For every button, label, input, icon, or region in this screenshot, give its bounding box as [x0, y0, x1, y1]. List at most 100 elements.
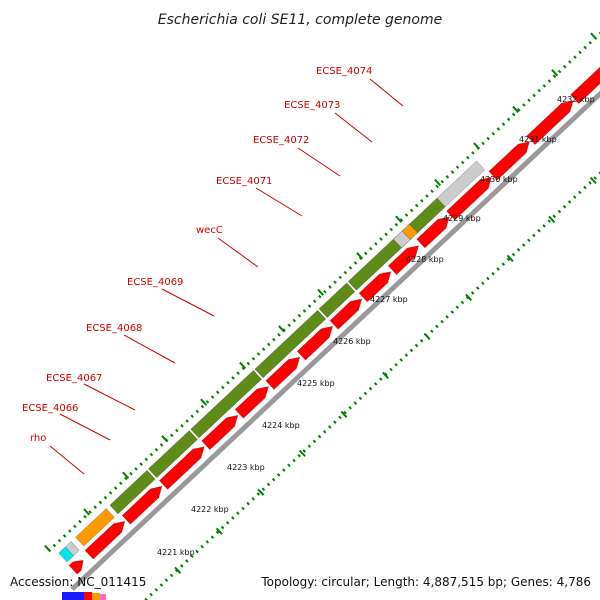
inner-tick	[282, 468, 286, 472]
inner-tick	[328, 425, 332, 429]
outer-tick	[379, 237, 383, 241]
tick-label-4222: 4222 kbp	[191, 505, 229, 514]
tick-label-4227: 4227 kbp	[370, 295, 408, 304]
inner-tick	[292, 458, 296, 463]
inner-tick	[297, 453, 301, 458]
gene-label-ecse-4071[interactable]: ECSE_4071	[216, 176, 272, 187]
inner-tick	[251, 497, 255, 501]
gene-label-rho[interactable]: rho	[30, 433, 46, 444]
backbone-bar	[70, 90, 600, 591]
gene-label-wecc[interactable]: wecC	[196, 225, 223, 236]
label-leader-10	[369, 78, 404, 107]
outer-tick	[374, 242, 378, 246]
inner-tick	[506, 257, 511, 262]
outer-tick	[445, 175, 450, 179]
tick-label-4230: 4230 kbp	[480, 175, 518, 184]
gene-label-ecse-4073[interactable]: ECSE_4073	[284, 100, 340, 111]
outer-tick	[307, 304, 312, 308]
outer-major-tick	[512, 105, 520, 113]
outer-tick	[430, 189, 434, 193]
outer-major-tick	[239, 361, 247, 370]
inner-tick	[440, 319, 444, 324]
inner-tick	[180, 564, 184, 568]
inner-tick	[261, 487, 266, 492]
outer-tick	[328, 285, 332, 289]
outer-tick	[78, 519, 82, 524]
outer-tick	[552, 74, 557, 79]
outer-tick	[175, 428, 179, 433]
outer-tick	[139, 462, 143, 466]
outer-tick	[466, 155, 470, 160]
outer-major-tick	[122, 471, 130, 479]
outer-tick	[323, 289, 327, 294]
inner-tick	[205, 540, 210, 544]
reverse-gene-block-4	[158, 446, 205, 490]
outer-tick	[333, 280, 337, 284]
tick-label-4226: 4226 kbp	[333, 337, 371, 346]
label-leader-4	[123, 334, 176, 364]
outer-major-tick	[473, 142, 481, 150]
outer-tick	[562, 64, 567, 69]
outer-tick	[348, 266, 353, 270]
gene-label-ecse-4068[interactable]: ECSE_4068	[86, 323, 142, 334]
inner-tick	[450, 310, 454, 314]
outer-tick	[251, 356, 256, 361]
gene-label-ecse-4072[interactable]: ECSE_4072	[253, 135, 309, 146]
gene-label-ecse-4074[interactable]: ECSE_4074	[316, 66, 372, 77]
gene-label-ecse-4066[interactable]: ECSE_4066	[22, 403, 78, 414]
inner-tick	[455, 305, 460, 310]
outer-tick	[67, 529, 72, 533]
outer-tick	[180, 424, 184, 428]
outer-tick	[537, 88, 541, 93]
inner-tick	[496, 267, 500, 271]
outer-tick	[425, 194, 429, 198]
inner-tick	[521, 243, 526, 247]
inner-tick	[215, 530, 220, 535]
reverse-gene-block-10	[358, 271, 392, 303]
outer-tick	[522, 103, 526, 107]
corner-mark-orange	[92, 593, 100, 600]
inner-tick	[236, 511, 240, 515]
gene-label-ecse-4067[interactable]: ECSE_4067	[46, 373, 102, 384]
inner-tick	[394, 362, 398, 367]
outer-tick	[455, 165, 460, 170]
inner-tick	[460, 300, 465, 305]
outer-tick	[246, 361, 251, 366]
outer-tick	[159, 443, 164, 447]
reverse-gene-block-8	[296, 325, 334, 361]
inner-tick	[256, 492, 261, 496]
tick-label-4232: 4232 kbp	[557, 95, 595, 104]
outer-major-tick	[83, 508, 91, 516]
outer-tick	[501, 122, 506, 126]
inner-tick	[195, 549, 199, 554]
inner-major-tick	[589, 176, 597, 185]
outer-tick	[200, 404, 205, 409]
outer-tick	[471, 151, 475, 155]
outer-major-tick	[551, 69, 559, 77]
outer-tick	[241, 366, 245, 371]
inner-major-tick	[340, 410, 348, 418]
inner-major-tick	[548, 215, 556, 224]
outer-tick	[343, 270, 348, 275]
inner-tick	[379, 377, 383, 381]
gene-block-grey-1	[392, 230, 411, 249]
inner-tick	[470, 291, 475, 295]
outer-tick	[73, 524, 77, 529]
tick-label-4223: 4223 kbp	[227, 463, 265, 472]
gene-label-ecse-4069[interactable]: ECSE_4069	[127, 277, 183, 288]
outer-tick	[226, 380, 230, 385]
reverse-gene-block-1	[68, 559, 84, 575]
inner-tick	[322, 429, 327, 434]
outer-major-tick	[44, 544, 52, 553]
inner-major-tick	[382, 371, 389, 379]
outer-tick	[542, 84, 547, 88]
inner-tick	[343, 410, 347, 415]
outer-tick	[527, 98, 531, 103]
inner-tick	[373, 382, 378, 386]
inner-tick	[389, 367, 393, 372]
outer-tick	[414, 203, 419, 208]
forward-strand-track	[58, 160, 486, 563]
forward-gene-block-6	[347, 229, 413, 291]
outer-tick	[517, 108, 521, 112]
